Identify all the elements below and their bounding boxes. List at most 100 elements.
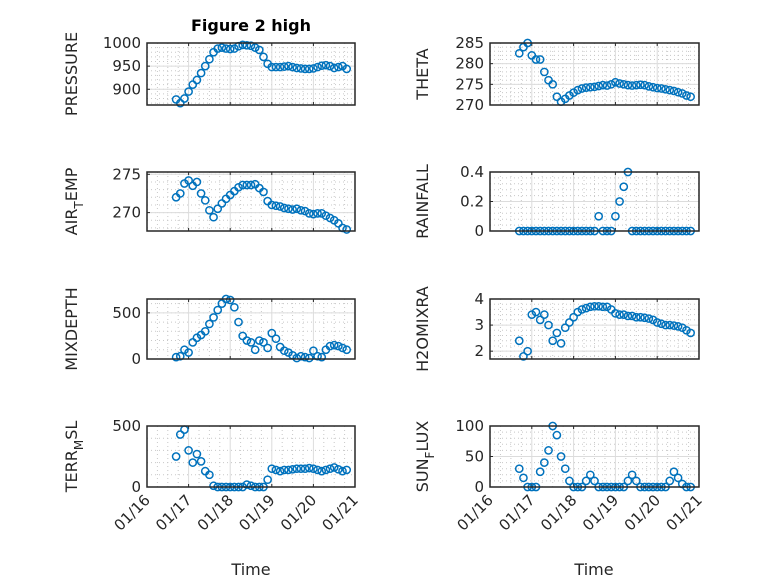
data-point <box>192 177 202 187</box>
data-point <box>548 79 558 89</box>
data-point <box>627 311 637 321</box>
xtick-label: 01/21 <box>319 491 362 534</box>
data-point <box>523 346 532 356</box>
data-point <box>180 94 189 103</box>
data-point <box>300 64 310 74</box>
xtick-label: 01/16 <box>111 491 154 534</box>
data-point <box>225 44 235 54</box>
data-point <box>338 466 347 476</box>
data-point <box>665 85 675 95</box>
data-point <box>581 303 591 313</box>
data-point <box>213 305 223 315</box>
data-point <box>334 464 343 474</box>
data-point <box>590 82 599 92</box>
data-point <box>271 201 281 211</box>
data-point <box>196 189 206 198</box>
data-point <box>661 320 670 330</box>
data-point <box>602 81 612 90</box>
data-point <box>590 301 599 311</box>
data-point <box>342 345 352 355</box>
ytick-label: 100 <box>455 417 484 435</box>
data-point <box>548 336 558 346</box>
data-point <box>259 52 268 62</box>
data-point <box>329 63 339 73</box>
axes-box <box>146 42 356 106</box>
data-point <box>531 55 541 64</box>
data-point <box>636 312 645 322</box>
data-point <box>598 302 608 312</box>
data-point <box>209 481 218 491</box>
data-point <box>535 467 545 477</box>
data-point <box>573 85 583 95</box>
ytick-label: 0 <box>474 478 484 496</box>
data-point <box>209 313 218 322</box>
data-point <box>321 211 331 221</box>
data-point <box>552 430 562 440</box>
data-point <box>338 343 347 353</box>
data-point <box>284 465 293 475</box>
data-point <box>171 352 181 362</box>
data-point <box>334 341 343 351</box>
data-point <box>673 473 683 483</box>
data-point <box>234 182 243 192</box>
data-point <box>325 61 335 71</box>
data-point <box>673 87 683 97</box>
data-point <box>175 351 185 361</box>
xtick-label: 01/19 <box>235 491 278 534</box>
data-point <box>288 464 297 474</box>
axes-box <box>146 425 356 488</box>
data-point <box>619 79 629 89</box>
data-point <box>342 465 352 475</box>
data-point <box>259 187 268 197</box>
data-point <box>552 328 562 338</box>
data-point <box>594 301 604 311</box>
data-point <box>300 464 310 474</box>
ytick-label: 280 <box>455 55 484 73</box>
ylabel: THETA <box>413 48 432 100</box>
data-point <box>175 430 185 439</box>
data-point <box>623 80 633 90</box>
subplot-airtemp: 270 275 AIRTEMP <box>62 165 356 235</box>
data-point <box>535 55 545 64</box>
data-point <box>250 345 260 355</box>
data-point <box>288 62 297 72</box>
data-point <box>217 43 227 52</box>
ytick-label: 950 <box>112 57 141 75</box>
data-point <box>205 54 214 64</box>
ytick-label: 0 <box>474 222 484 240</box>
data-point <box>275 62 285 72</box>
data-point <box>585 82 595 92</box>
data-point <box>677 89 687 98</box>
data-point <box>594 211 604 221</box>
ylabel: RAINFALL <box>413 164 432 239</box>
data-point <box>581 476 591 486</box>
data-point <box>200 326 210 336</box>
data-point <box>552 92 562 102</box>
subplot-h2omixra: 2 3 4 H2OMIXRA <box>413 286 700 372</box>
ytick-label: 2 <box>474 342 484 360</box>
data-point <box>535 315 545 325</box>
ytick-label: 1000 <box>103 34 141 52</box>
ytick-label: 285 <box>455 34 484 52</box>
data-point <box>309 64 318 73</box>
data-point <box>615 197 624 206</box>
ylabel: SUNFLUX <box>413 421 437 493</box>
data-point <box>611 211 620 221</box>
ytick-label: 0.2 <box>460 193 484 211</box>
ytick-label: 275 <box>112 165 141 183</box>
axes-background <box>490 43 699 105</box>
data-point <box>585 302 595 312</box>
data-point <box>560 323 570 333</box>
data-point <box>238 180 248 190</box>
data-point <box>627 470 637 480</box>
data-point <box>661 84 670 94</box>
data-point <box>325 213 335 223</box>
data-point <box>275 202 285 211</box>
data-point <box>279 203 289 213</box>
data-point <box>317 209 327 218</box>
data-point <box>250 43 260 52</box>
data-point <box>267 62 277 72</box>
data-point <box>221 44 231 53</box>
data-point <box>292 353 302 363</box>
subplot-sunflux: 0 50 100 SUNFLUX 01/1601/1701/1801/1901/2001… <box>413 417 706 534</box>
